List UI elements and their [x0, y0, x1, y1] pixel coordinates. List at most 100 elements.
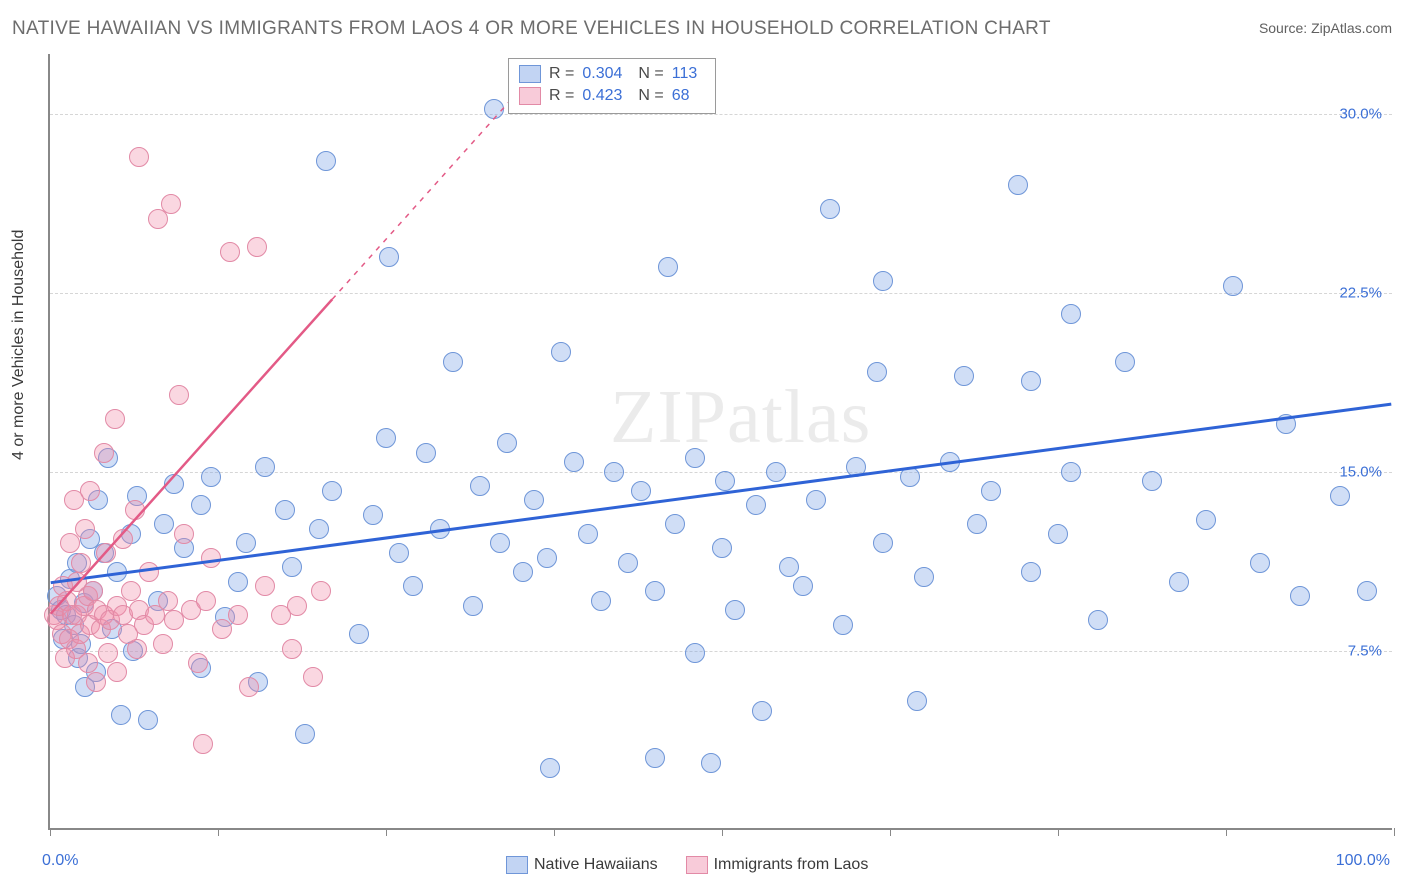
y-tick-label: 30.0%	[1339, 105, 1382, 122]
legend-n-label: N =	[638, 63, 663, 85]
scatter-point-hawaiian	[164, 474, 184, 494]
scatter-point-laos	[228, 605, 248, 625]
scatter-point-hawaiian	[470, 476, 490, 496]
scatter-point-laos	[78, 653, 98, 673]
scatter-point-laos	[174, 524, 194, 544]
legend-label: Immigrants from Laos	[714, 856, 869, 873]
scatter-point-hawaiian	[900, 467, 920, 487]
legend-n-value: 68	[672, 85, 690, 107]
scatter-point-hawaiian	[981, 481, 1001, 501]
scatter-point-laos	[158, 591, 178, 611]
x-tick	[554, 828, 555, 836]
legend-item: Native Hawaiians	[506, 856, 658, 874]
x-tick	[218, 828, 219, 836]
scatter-point-hawaiian	[645, 748, 665, 768]
legend-n-value: 113	[672, 63, 698, 85]
scatter-point-laos	[107, 662, 127, 682]
legend-swatch	[519, 87, 541, 105]
scatter-point-hawaiian	[967, 514, 987, 534]
scatter-point-hawaiian	[111, 705, 131, 725]
legend-r-label: R =	[549, 63, 574, 85]
scatter-point-laos	[287, 596, 307, 616]
series-legend: Native Hawaiians Immigrants from Laos	[506, 856, 868, 874]
scatter-point-hawaiian	[309, 519, 329, 539]
scatter-point-hawaiian	[484, 99, 504, 119]
scatter-plot-area: ZIPatlas R =0.304N =113R =0.423N =68 7.5…	[48, 54, 1392, 830]
scatter-point-hawaiian	[551, 342, 571, 362]
scatter-point-laos	[239, 677, 259, 697]
scatter-point-laos	[169, 385, 189, 405]
scatter-point-hawaiian	[591, 591, 611, 611]
scatter-point-laos	[71, 553, 91, 573]
scatter-point-hawaiian	[954, 366, 974, 386]
scatter-point-hawaiian	[873, 533, 893, 553]
scatter-point-laos	[105, 409, 125, 429]
scatter-point-hawaiian	[685, 643, 705, 663]
scatter-point-laos	[75, 519, 95, 539]
correlation-legend-box: R =0.304N =113R =0.423N =68	[508, 58, 716, 114]
scatter-point-laos	[121, 581, 141, 601]
x-axis-min-label: 0.0%	[42, 852, 78, 870]
scatter-point-laos	[125, 500, 145, 520]
scatter-point-hawaiian	[914, 567, 934, 587]
scatter-point-hawaiian	[907, 691, 927, 711]
trend-lines-layer	[50, 54, 1392, 828]
scatter-point-hawaiian	[806, 490, 826, 510]
scatter-point-hawaiian	[107, 562, 127, 582]
scatter-point-hawaiian	[316, 151, 336, 171]
scatter-point-laos	[96, 543, 116, 563]
scatter-point-hawaiian	[645, 581, 665, 601]
scatter-point-hawaiian	[1223, 276, 1243, 296]
x-tick	[1058, 828, 1059, 836]
scatter-point-laos	[86, 672, 106, 692]
x-tick	[50, 828, 51, 836]
scatter-point-hawaiian	[1021, 371, 1041, 391]
scatter-point-laos	[201, 548, 221, 568]
scatter-point-hawaiian	[191, 495, 211, 515]
scatter-point-hawaiian	[389, 543, 409, 563]
scatter-point-hawaiian	[746, 495, 766, 515]
scatter-point-hawaiian	[715, 471, 735, 491]
scatter-point-hawaiian	[578, 524, 598, 544]
scatter-point-laos	[80, 481, 100, 501]
chart-title: NATIVE HAWAIIAN VS IMMIGRANTS FROM LAOS …	[12, 18, 1051, 40]
scatter-point-hawaiian	[1061, 462, 1081, 482]
scatter-point-laos	[139, 562, 159, 582]
scatter-point-laos	[83, 581, 103, 601]
x-tick	[1226, 828, 1227, 836]
y-tick-label: 22.5%	[1339, 284, 1382, 301]
scatter-point-hawaiian	[228, 572, 248, 592]
scatter-point-hawaiian	[1276, 414, 1296, 434]
scatter-point-hawaiian	[564, 452, 584, 472]
scatter-point-hawaiian	[322, 481, 342, 501]
legend-r-label: R =	[549, 85, 574, 107]
scatter-point-hawaiian	[1088, 610, 1108, 630]
scatter-point-hawaiian	[537, 548, 557, 568]
scatter-point-hawaiian	[1115, 352, 1135, 372]
scatter-point-hawaiian	[376, 428, 396, 448]
scatter-point-laos	[196, 591, 216, 611]
scatter-point-hawaiian	[1290, 586, 1310, 606]
legend-r-value: 0.423	[582, 85, 622, 107]
scatter-point-laos	[113, 529, 133, 549]
scatter-point-hawaiian	[513, 562, 533, 582]
x-tick	[386, 828, 387, 836]
trend-line-extrapolated	[332, 90, 520, 300]
scatter-point-hawaiian	[236, 533, 256, 553]
scatter-point-hawaiian	[665, 514, 685, 534]
scatter-point-laos	[161, 194, 181, 214]
x-tick	[1394, 828, 1395, 836]
scatter-point-hawaiian	[833, 615, 853, 635]
scatter-point-hawaiian	[416, 443, 436, 463]
scatter-point-laos	[282, 639, 302, 659]
x-tick	[890, 828, 891, 836]
scatter-point-hawaiian	[524, 490, 544, 510]
scatter-point-hawaiian	[846, 457, 866, 477]
scatter-point-hawaiian	[779, 557, 799, 577]
scatter-point-hawaiian	[631, 481, 651, 501]
scatter-point-hawaiian	[1008, 175, 1028, 195]
scatter-point-laos	[94, 443, 114, 463]
scatter-point-hawaiian	[658, 257, 678, 277]
scatter-point-hawaiian	[712, 538, 732, 558]
scatter-point-hawaiian	[820, 199, 840, 219]
